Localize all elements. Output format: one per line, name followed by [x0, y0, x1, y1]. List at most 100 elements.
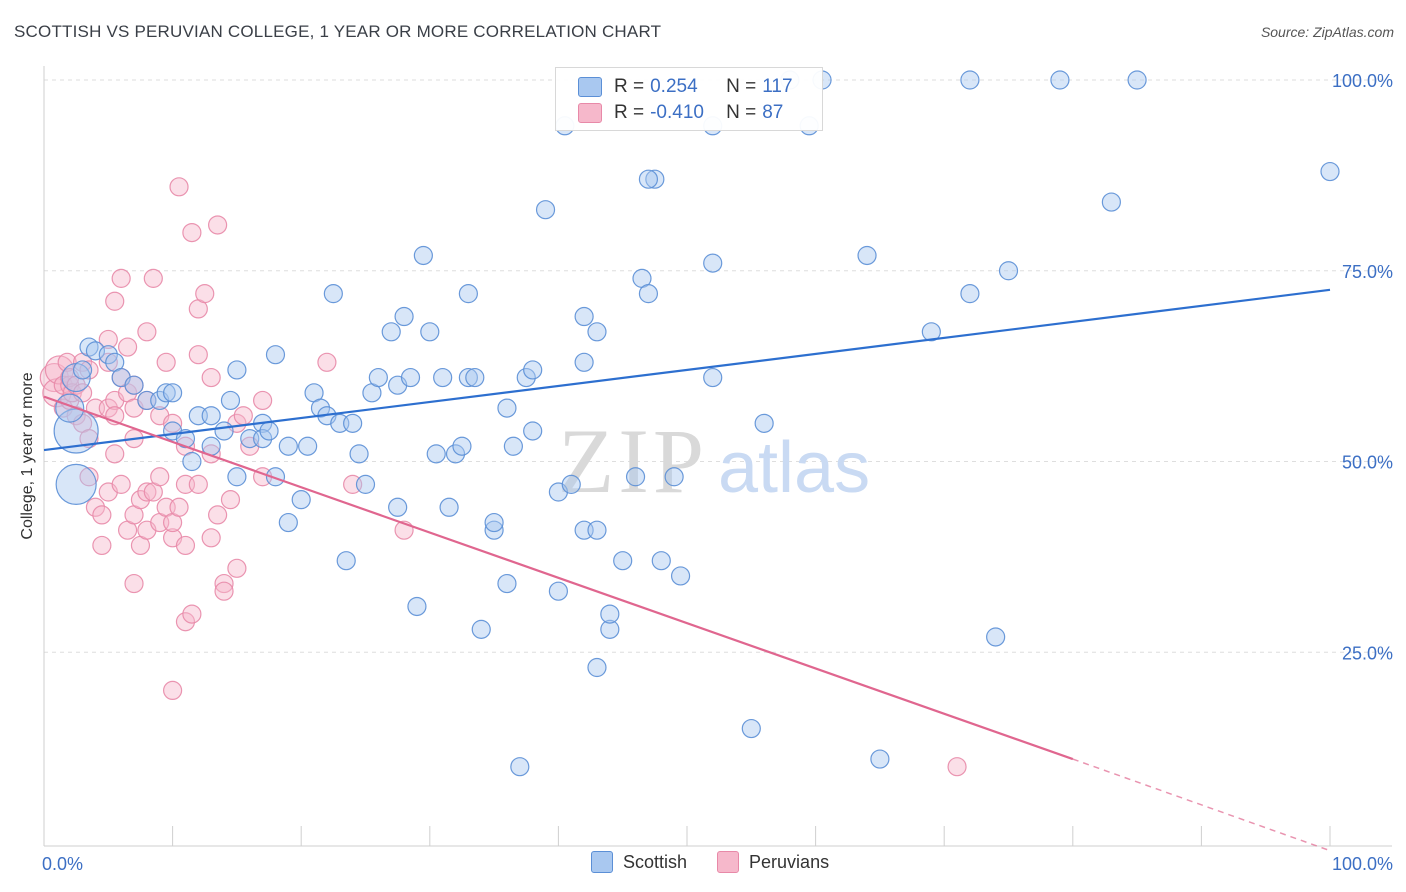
scottish-point [574, 306, 594, 327]
peruvian-point [111, 474, 131, 494]
peruvian-swatch [578, 103, 602, 123]
trend-lines [43, 288, 1331, 852]
peruvian-point [124, 573, 144, 594]
scottish-point [278, 436, 298, 456]
scottish-point [368, 367, 388, 388]
scottish-point [651, 551, 671, 571]
scottish-point [870, 749, 890, 769]
scottish-point [413, 245, 433, 266]
bottom-legend-peruvian: Peruvians [717, 851, 829, 873]
peruvian-point [137, 322, 157, 342]
scottish-point [388, 497, 408, 517]
scottish-point [298, 436, 318, 456]
y-tick-label: 100.0% [1332, 71, 1393, 91]
scottish-point [220, 390, 241, 411]
scottish-point [600, 604, 620, 624]
bottom-legend-peruvian-label: Peruvians [749, 851, 830, 872]
peruvian-point [163, 680, 183, 701]
scottish-point [587, 520, 607, 540]
legend-r-label: R = [614, 102, 645, 123]
scottish-point [1320, 161, 1340, 182]
bottom-legend-scottish: Scottish [591, 851, 687, 873]
peruvian-point [208, 505, 228, 525]
scottish-point [349, 444, 369, 464]
scottish-point [535, 200, 556, 220]
scottish-point [156, 383, 176, 403]
peruvian-point [214, 581, 234, 601]
scottish-point [754, 413, 774, 433]
peruvian-point [117, 337, 138, 357]
scottish-point [400, 367, 421, 388]
axes [43, 66, 1392, 847]
scottish-point [310, 398, 331, 418]
y-tick-label: 50.0% [1342, 453, 1393, 473]
peruvian-point [195, 284, 215, 304]
scottish-point [253, 429, 273, 449]
legend-n-label: N = [726, 102, 757, 123]
y-axis-label: College, 1 year or more [19, 372, 36, 540]
scottish-point [291, 490, 311, 510]
scottish-point [259, 421, 279, 441]
scottish-point [638, 284, 659, 304]
scottish-point [465, 367, 485, 388]
peruvian-points [39, 177, 967, 777]
scottish-point [503, 436, 523, 456]
peruvian-point [85, 497, 106, 517]
scottish-trend-line [43, 288, 1331, 452]
peruvian-point [188, 345, 208, 365]
legend-scottish-r: 0.254 [650, 76, 698, 97]
peruvian-point [188, 474, 208, 494]
scottish-point [516, 367, 536, 388]
scottish-point [1050, 70, 1070, 90]
legend-scottish-n: 117 [762, 76, 793, 97]
legend-row-peruvian: R = -0.410 N = 87 [578, 101, 808, 125]
peruvian-point [143, 268, 163, 288]
scottish-point [452, 436, 472, 456]
scottish-point [664, 467, 684, 487]
peruvian-point [182, 223, 202, 243]
scottish-point [625, 467, 646, 487]
peruvian-point [253, 390, 273, 411]
scottish-point [523, 421, 543, 441]
scottish-point [1127, 70, 1147, 90]
scottish-point [458, 367, 478, 388]
legend-n-label: N = [726, 76, 757, 97]
legend-box: R = 0.254 N = 117 R = -0.410 N = 87 [555, 67, 823, 131]
peruvian-point [111, 268, 131, 288]
y-tick-label: 75.0% [1342, 262, 1393, 282]
scottish-point [227, 360, 247, 380]
peruvian-trend-extension [1072, 758, 1331, 852]
scottish-point [471, 619, 491, 639]
peruvian-point [214, 573, 234, 594]
chart-title: SCOTTISH VS PERUVIAN COLLEGE, 1 YEAR OR … [14, 22, 662, 41]
scottish-point [55, 463, 97, 505]
scottish-point [484, 520, 504, 540]
peruvian-point [92, 505, 112, 525]
scottish-point [265, 345, 286, 365]
scottish-point [445, 444, 466, 464]
peruvian-point [208, 215, 228, 235]
scottish-point [523, 360, 543, 380]
scottish-point [600, 619, 620, 639]
scottish-point [561, 474, 581, 494]
peruvian-point [175, 612, 196, 632]
scottish-point [703, 253, 723, 273]
scottish-point [960, 284, 980, 304]
scottish-point [407, 596, 427, 617]
scottish-point [98, 345, 118, 365]
peruvian-point [227, 558, 247, 578]
scottish-point [227, 467, 247, 487]
peruvian-point [201, 528, 221, 548]
peruvian-point [137, 482, 157, 502]
scottish-point [214, 421, 234, 441]
scottish-point [323, 284, 343, 304]
scottish-point [587, 322, 607, 342]
bottom-legend-scottish-label: Scottish [623, 851, 688, 872]
scottish-point [548, 581, 569, 601]
x-tick-label: 100.0% [1332, 854, 1393, 874]
legend-r-label: R = [614, 76, 645, 97]
bottom-legend: Scottish Peruvians [591, 851, 859, 873]
peruvian-point [175, 535, 196, 556]
scottish-point [986, 627, 1006, 647]
